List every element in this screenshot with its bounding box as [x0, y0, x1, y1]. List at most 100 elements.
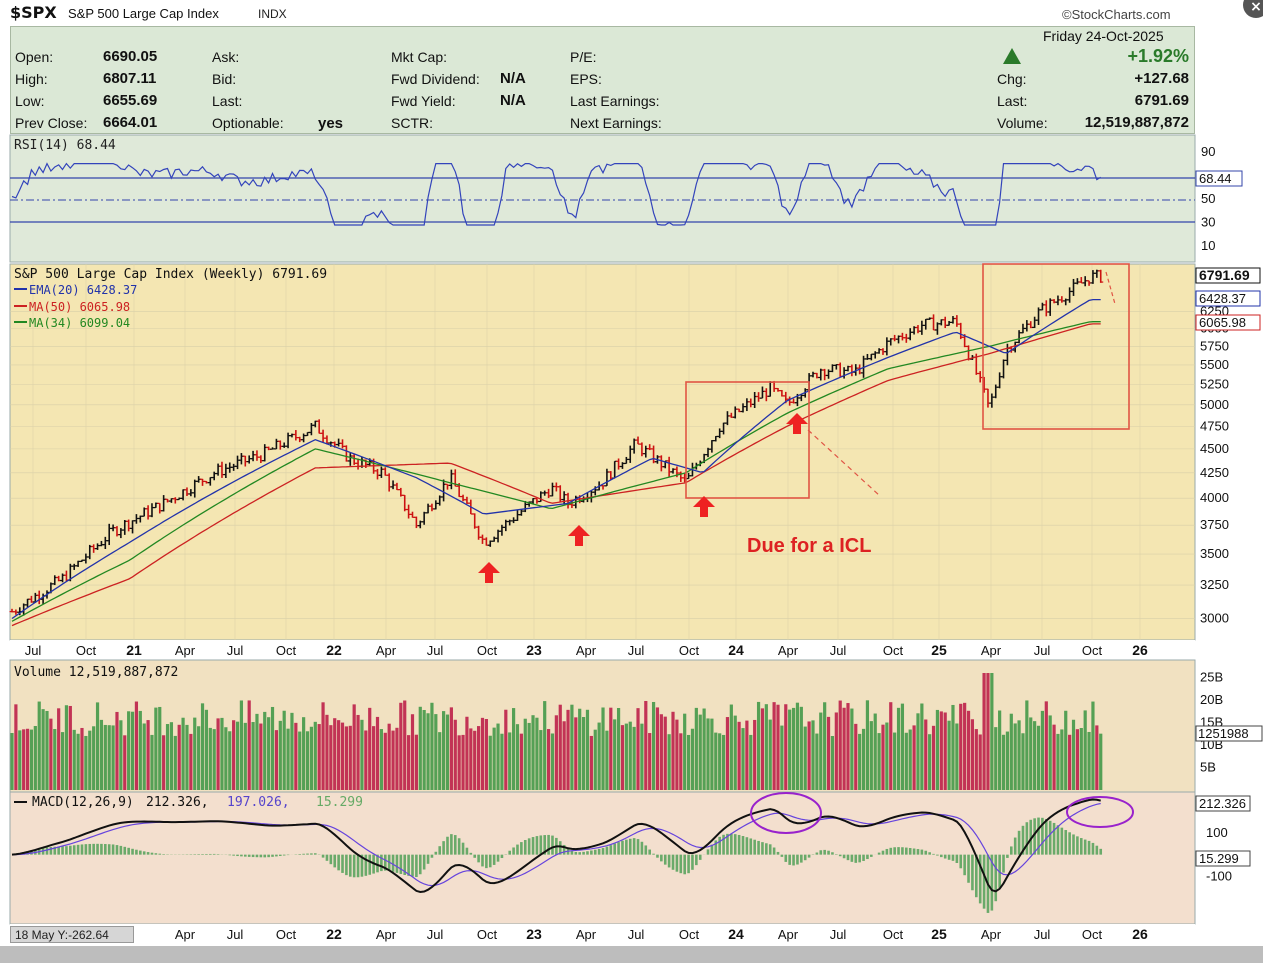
macd-hist-bar: [574, 851, 578, 855]
rsi-legend: RSI(14) 68.44: [14, 138, 116, 153]
volume-bar: [282, 710, 286, 790]
macd-hist-bar: [714, 840, 718, 855]
symbol: $SPX: [10, 3, 57, 22]
macd-hist-bar: [570, 850, 574, 855]
macd-hist-bar: [1002, 854, 1005, 873]
volume-bar: [788, 709, 792, 790]
macd-hist-bar: [1099, 848, 1103, 855]
volume-bar: [200, 703, 205, 790]
macd-hist-bar: [1087, 840, 1091, 855]
macd-hist-bar: [838, 854, 842, 857]
volume-bar: [990, 673, 994, 790]
volume-bar: [698, 714, 702, 790]
volume-bar: [88, 730, 92, 790]
macd-hist-bar: [325, 854, 329, 861]
volume-bar: [372, 726, 376, 790]
macd-hist-bar: [415, 854, 418, 878]
macd-hist-bar: [749, 838, 753, 855]
macd-hist-bar: [671, 854, 675, 870]
volume-bar: [585, 709, 590, 790]
ema-box: 6428.37: [1199, 291, 1246, 306]
volume-bar: [943, 712, 947, 790]
volume-bar: [784, 704, 788, 790]
annotation-box-2025: [982, 263, 1130, 430]
volume-bar: [605, 730, 609, 790]
macd-hist-bar: [360, 854, 364, 877]
volume-bar: [95, 702, 100, 790]
macd-hist-bar: [1056, 825, 1060, 855]
pe-label: P/E:: [570, 49, 597, 65]
macd-hist-bar: [481, 854, 484, 867]
volume-bar: [764, 704, 768, 790]
macd-hist-bar: [337, 854, 340, 871]
volume-bar: [920, 703, 924, 790]
volume-bar: [574, 717, 578, 790]
macd-legend-signal: 197.026,: [227, 795, 290, 810]
macd-hist-bar: [652, 853, 655, 855]
x-tick-label: Oct: [1082, 643, 1103, 658]
volume-bar: [115, 711, 119, 790]
macd-hist-bar: [345, 854, 348, 876]
high-value: 6807.11: [103, 70, 157, 87]
volume-bar: [469, 728, 473, 790]
volume-bar: [1044, 701, 1048, 790]
volume-bar: [733, 715, 737, 790]
volume-bar: [613, 719, 617, 790]
macd-hist-bar: [251, 854, 255, 858]
chg-value: +127.68: [1134, 70, 1189, 87]
volume-bar: [107, 725, 111, 790]
volume-bar: [858, 733, 862, 790]
volume-bar: [628, 721, 632, 790]
volume-bar: [68, 705, 72, 790]
macd-hist-bar: [928, 852, 931, 855]
volume-bar: [616, 708, 621, 790]
volume-bar: [916, 713, 920, 790]
bottom-x-tick-label: Apr: [778, 927, 799, 942]
volume-bar: [889, 702, 893, 790]
rsi-tick-label: 10: [1201, 238, 1215, 253]
macd-hist-bar: [613, 843, 616, 855]
macd-hist-bar: [636, 839, 640, 855]
price-tick-label: 5250: [1200, 376, 1229, 391]
volume-bar: [1021, 733, 1025, 790]
quote-panel: Open: 6690.05 High: 6807.11 Low: 6655.69…: [10, 26, 1195, 134]
macd-hist-bar: [1052, 822, 1056, 855]
price-tick-label: 4000: [1200, 490, 1229, 505]
up-arrow-icon: [786, 413, 808, 434]
macd-hist-bar: [1017, 830, 1021, 855]
price-tick-label: 4750: [1200, 418, 1229, 433]
volume-bar: [655, 707, 660, 790]
volume-bar: [546, 729, 551, 790]
macd-hist-bar: [100, 843, 103, 855]
macd-hist-bar: [1033, 818, 1036, 855]
macd-hist-bar: [947, 854, 951, 860]
volume-bar: [667, 734, 671, 790]
volume-bar: [232, 720, 236, 790]
macd-hist-bar: [1048, 820, 1052, 855]
macd-hist-bar: [282, 854, 286, 856]
macd-hist-bar: [407, 854, 410, 876]
macd-hist-bar: [800, 854, 803, 863]
volume-bar: [53, 729, 57, 790]
macd-hist-bar: [765, 843, 768, 855]
volume-bar: [352, 704, 356, 790]
macd-hist-bar: [597, 848, 601, 855]
macd-tick-label: -100: [1206, 868, 1232, 883]
volume-bar: [819, 712, 823, 790]
volume-bar: [92, 726, 96, 790]
volume-bar: [1068, 734, 1072, 790]
volume-bar: [683, 713, 687, 790]
volume-bar: [228, 731, 232, 790]
macd-hist-bar: [683, 854, 686, 875]
volume-bar: [1052, 724, 1056, 790]
macd-hist-bar: [632, 838, 636, 855]
macd-tick-label: 100: [1206, 825, 1228, 840]
macd-hist-bar: [523, 840, 527, 855]
macd-hist-bar: [516, 844, 519, 855]
price-tick-label: 5500: [1200, 357, 1229, 372]
volume-bar: [523, 718, 527, 790]
volume-bar: [10, 733, 14, 790]
macd-hist-bar: [959, 854, 963, 869]
close-icon[interactable]: ×: [1243, 0, 1263, 18]
volume-bar: [414, 734, 418, 790]
